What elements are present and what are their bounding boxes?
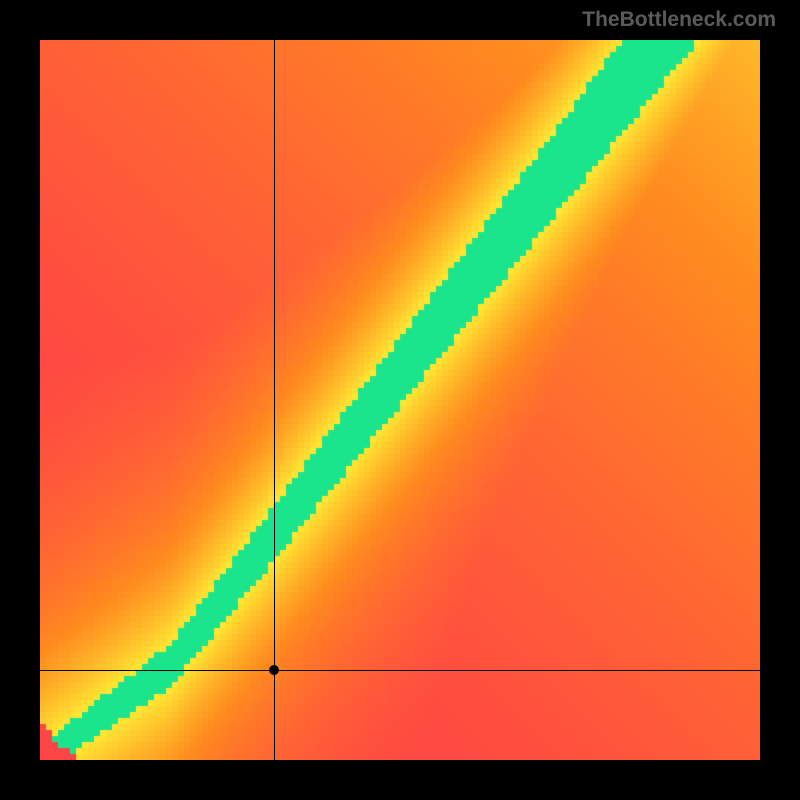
watermark: TheBottleneck.com [582,8,776,32]
crosshair-horizontal [40,670,760,671]
heatmap-plot [40,40,760,760]
crosshair-vertical [274,40,275,760]
heatmap-canvas [40,40,760,760]
marker-dot [269,665,279,675]
